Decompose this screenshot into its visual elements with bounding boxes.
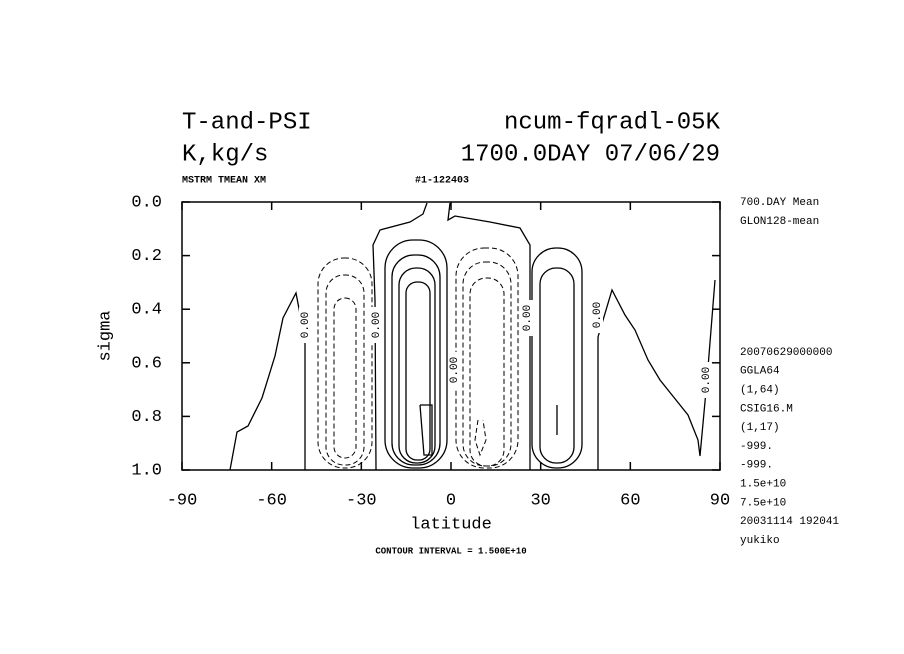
info-text: yukiko — [740, 535, 780, 547]
header-right: #1-122403 — [415, 176, 469, 187]
contour-label-bg — [591, 297, 603, 333]
info-text: 700.DAY Mean — [740, 197, 819, 209]
contour-label-bg — [370, 307, 382, 343]
y-tick-label: 0.4 — [131, 301, 162, 320]
info-text: (1,17) — [740, 422, 780, 434]
contour-label: 0.00 — [701, 367, 713, 393]
contour-label: 0.00 — [449, 357, 461, 383]
x-tick-label: 60 — [620, 491, 640, 510]
y-tick-label: 0.0 — [131, 193, 162, 212]
contour-label: 0.00 — [371, 312, 383, 338]
info-text: GLON128-mean — [740, 216, 819, 228]
info-text: 7.5e+10 — [740, 497, 786, 509]
contour-label-bg — [700, 362, 712, 398]
info-text: 1.5e+10 — [740, 479, 786, 491]
subtitle-right: 1700.0DAY 07/06/29 — [461, 141, 720, 168]
title-left: T-and-PSI — [182, 109, 312, 136]
contour-label: 0.00 — [522, 305, 534, 331]
contour-label-bg — [448, 352, 460, 388]
x-tick-label: -90 — [167, 491, 198, 510]
x-tick-label: 30 — [530, 491, 550, 510]
x-tick-label: -60 — [256, 491, 287, 510]
info-text: -999. — [740, 441, 773, 453]
x-axis-label: latitude — [410, 515, 492, 534]
info-text: 20031114 192041 — [740, 516, 839, 528]
y-tick-label: 0.2 — [131, 247, 162, 266]
subtitle-left: K,kg/s — [182, 141, 268, 168]
y-tick-label: 0.8 — [131, 408, 162, 427]
info-text: (1,64) — [740, 385, 780, 397]
contour-label-bg — [521, 300, 533, 336]
x-tick-label: 90 — [710, 491, 730, 510]
title-right: ncum-fqradl-05K — [504, 109, 721, 136]
info-text: CSIG16.M — [740, 403, 793, 415]
info-text: -999. — [740, 460, 773, 472]
y-tick-label: 0.6 — [131, 354, 162, 373]
contour-label: 0.00 — [592, 302, 604, 328]
header-left: MSTRM TMEAN XM — [182, 176, 266, 187]
contour-interval: CONTOUR INTERVAL = 1.500E+10 — [375, 546, 526, 556]
info-text: 20070629000000 — [740, 347, 832, 359]
contour-label: 0.00 — [300, 312, 312, 338]
x-tick-label: 0 — [446, 491, 456, 510]
info-text: GGLA64 — [740, 366, 780, 378]
y-axis-label: sigma — [96, 310, 115, 361]
y-tick-label: 1.0 — [131, 461, 162, 480]
contour-label-bg — [299, 307, 311, 343]
x-tick-label: -30 — [346, 491, 377, 510]
